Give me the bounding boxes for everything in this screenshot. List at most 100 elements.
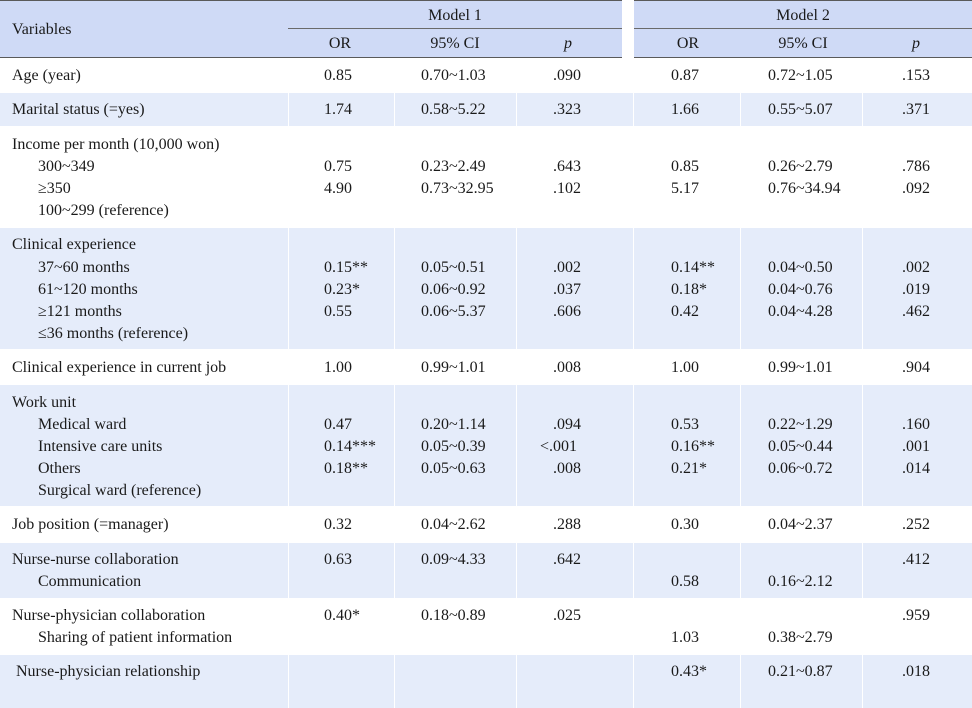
row-label: Intensive care units [38,438,163,455]
m2-ci: 0.38~2.79 [768,629,833,646]
m1-p: .094 [553,416,581,433]
m1-or: 0.23* [324,281,360,298]
m1-or: 0.63 [324,551,352,568]
table-header [0,0,972,58]
column-divider [740,58,741,708]
m2-p: .412 [902,551,930,568]
m1-ci: 0.58~5.22 [421,101,486,118]
row-label: Surgical ward (reference) [38,482,202,499]
row-separator [0,384,972,385]
band-nurse-nurse [0,543,972,598]
m1-or: 0.18** [324,460,368,477]
m1-p: .102 [553,180,581,197]
m2-p: .786 [902,158,930,175]
header-m1-ci: 95% CI [430,35,480,52]
m1-p: <.001 [540,438,578,455]
m2-or: 0.30 [671,516,699,533]
band-nurse-physician-rel [0,655,972,708]
m1-p: .288 [553,516,581,533]
model1-underline [288,28,622,29]
row-label: Clinical experience in current job [12,359,227,376]
row-label: Nurse-nurse collaboration [12,551,179,568]
m1-ci: 0.73~32.95 [421,180,494,197]
m2-p: .252 [902,516,930,533]
column-divider [862,58,863,708]
m2-p: .371 [902,101,930,118]
m2-or: 0.87 [671,67,699,84]
row-label: Marital status (=yes) [12,101,145,118]
model2-underline [634,28,972,29]
m1-p: .606 [553,303,581,320]
m1-or: 4.90 [324,180,352,197]
m2-or: 0.85 [671,158,699,175]
m1-ci: 0.09~4.33 [421,551,486,568]
row-separator [0,227,972,228]
band-clinical [0,228,972,349]
m1-ci: 0.06~5.37 [421,303,486,320]
row-label: Medical ward [38,416,127,433]
row-label: Work unit [12,394,77,411]
m2-p: .014 [902,460,930,477]
m2-ci: 0.55~5.07 [768,101,833,118]
m2-or: 0.14** [671,259,715,276]
m1-p: .090 [553,67,581,84]
row-label: Job position (=manager) [12,516,169,533]
m2-p: .904 [902,359,930,376]
m1-ci: 0.04~2.62 [421,516,486,533]
m1-ci: 0.05~0.63 [421,460,486,477]
m1-or: 0.85 [324,67,352,84]
m1-ci: 0.70~1.03 [421,67,486,84]
m2-ci: 0.72~1.05 [768,67,833,84]
row-label: 37~60 months [38,259,130,276]
header-variables: Variables [12,21,72,38]
m2-or: 0.58 [671,573,699,590]
header-m2-ci: 95% CI [778,35,828,52]
m2-ci: 0.04~2.37 [768,516,833,533]
m2-or: 5.17 [671,180,699,197]
row-separator [0,654,972,655]
m2-or: 0.16** [671,438,715,455]
row-separator [0,92,972,93]
m2-ci: 0.04~0.76 [768,281,833,298]
m1-p: .025 [553,607,581,624]
column-divider [288,58,289,708]
row-separator [0,598,972,599]
m1-or: 0.55 [324,303,352,320]
m2-or: 0.42 [671,303,699,320]
m1-ci: 0.05~0.51 [421,259,486,276]
row-label: Others [38,460,81,477]
header-model1: Model 1 [428,7,482,24]
m1-or: 0.15** [324,259,368,276]
m2-p: .001 [902,438,930,455]
row-label: Clinical experience [12,236,136,253]
header-m2-p: p [912,35,920,52]
m2-ci: 0.22~1.29 [768,416,833,433]
m2-ci: 0.76~34.94 [768,180,841,197]
m1-or: 0.40* [324,607,360,624]
m2-or: 0.21* [671,460,707,477]
m2-or: 1.66 [671,101,699,118]
row-label: ≤36 months (reference) [38,325,189,342]
m1-p: .037 [553,281,581,298]
column-divider [516,58,517,708]
header-m2-or: OR [676,35,700,52]
m2-or: 0.53 [671,416,699,433]
m2-or: 1.00 [671,359,699,376]
m2-ci: 0.26~2.79 [768,158,833,175]
m2-ci: 0.16~2.12 [768,573,833,590]
m1-p: .323 [553,101,581,118]
row-separator [0,506,972,507]
band-work-unit [0,385,972,506]
row-label: Nurse-physician relationship [16,663,201,680]
m1-or: 0.75 [324,158,352,175]
m2-p: .959 [902,607,930,624]
m1-ci: 0.18~0.89 [421,607,486,624]
m2-p: .462 [902,303,930,320]
m2-p: .019 [902,281,930,298]
m1-ci: 0.06~0.92 [421,281,486,298]
row-label: ≥350 [38,180,71,197]
m1-or: 0.32 [324,516,352,533]
row-label: 300~349 [38,158,95,175]
m2-p: .092 [902,180,930,197]
m1-p: .642 [553,551,581,568]
